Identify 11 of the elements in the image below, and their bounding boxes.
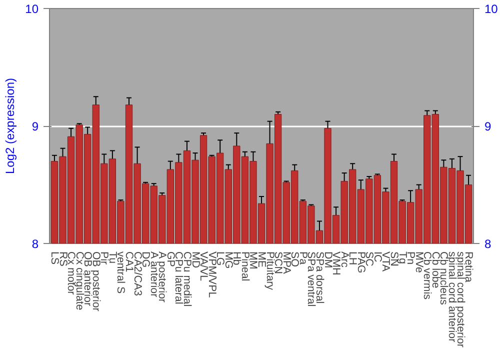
y-tick-label: 8	[32, 237, 39, 251]
y2-tick-label: 9	[484, 120, 492, 134]
y-tick-label: 9	[32, 120, 39, 134]
y-tick-label: 10	[25, 2, 39, 16]
y2-tick-label: 8	[484, 237, 492, 251]
x-tick-label: CA1	[123, 252, 135, 272]
x-tick-label: LS	[48, 252, 60, 265]
y2-tick-label: 10	[484, 2, 498, 16]
x-tick-label: Tg	[396, 252, 408, 264]
y-axis-title: Log2 (expression)	[3, 78, 18, 174]
x-tick-label: Pituitary	[264, 252, 276, 291]
